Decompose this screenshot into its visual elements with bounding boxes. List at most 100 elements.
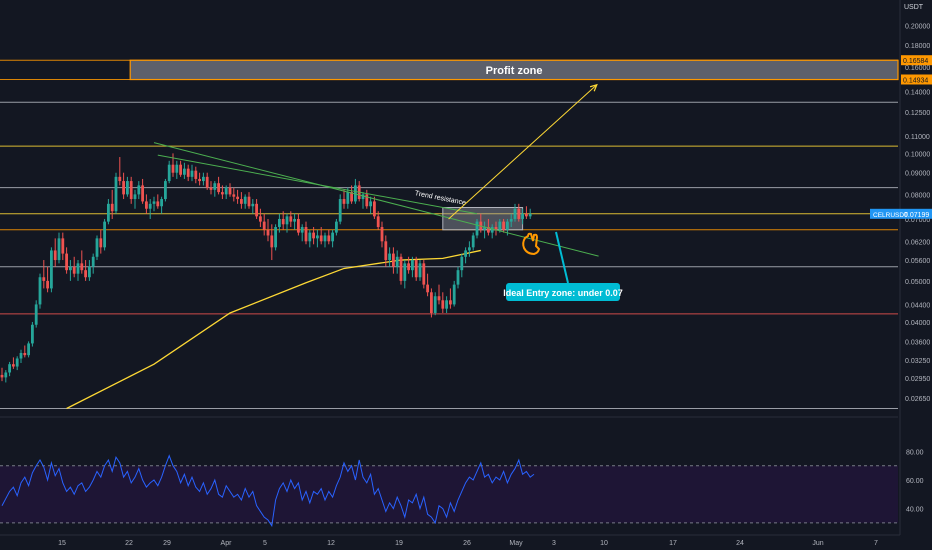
candle-body: [107, 203, 110, 222]
candle-body: [228, 187, 232, 195]
candle-body: [373, 201, 376, 217]
candle-body: [99, 238, 103, 248]
candle-body: [350, 192, 353, 202]
candle-body: [236, 196, 239, 200]
candle-body: [243, 196, 247, 204]
price-tick-label: 0.02950: [905, 376, 930, 383]
candle-body: [471, 235, 475, 248]
candle-body: [528, 213, 532, 217]
candle-body: [198, 178, 201, 182]
price-tick-label: 0.04400: [905, 302, 930, 309]
candle-body: [342, 199, 346, 204]
candle-body: [464, 250, 467, 257]
candle-body: [167, 164, 171, 182]
candle-body: [460, 256, 464, 271]
candle-body: [456, 270, 460, 285]
candle-body: [502, 221, 505, 230]
candle-body: [327, 235, 331, 242]
candle-body: [46, 280, 49, 289]
trendline: [157, 154, 478, 215]
candle-body: [300, 227, 304, 233]
entry-callout-label: Ideal Entry zone: under 0.07: [503, 288, 623, 298]
price-tick-label: 0.10000: [905, 151, 930, 158]
candle-body: [145, 201, 148, 209]
candle-body: [95, 238, 99, 257]
candle-body: [266, 229, 270, 236]
candle-body: [259, 216, 262, 222]
candle-body: [494, 227, 498, 230]
price-tick-label: 0.03250: [905, 358, 930, 365]
rsi-line: [1, 454, 535, 528]
candle-body: [232, 194, 236, 197]
candles: [0, 153, 532, 383]
price-tick-label: 0.05000: [905, 279, 930, 286]
candle-body: [80, 263, 84, 271]
candle-body: [247, 196, 251, 207]
candle-body: [475, 221, 479, 236]
candle-body: [274, 227, 277, 248]
candle-body: [179, 164, 182, 175]
candle-body: [441, 300, 445, 309]
candle-body: [255, 203, 258, 217]
candle-body: [53, 250, 57, 261]
time-tick-label: 15: [58, 540, 66, 547]
price-tick-label: 0.18000: [905, 43, 930, 50]
candle-body: [262, 221, 266, 230]
time-tick-label: 10: [600, 540, 608, 547]
entry-callout-pointer: [555, 231, 569, 284]
candle-body: [487, 227, 490, 233]
profit-zone-box: [129, 59, 899, 81]
candle-body: [186, 168, 190, 177]
candle-body: [160, 199, 163, 207]
candle-body: [346, 192, 350, 204]
candle-body: [34, 304, 38, 325]
candle-body: [42, 277, 46, 281]
projection-arrowhead: [589, 83, 598, 92]
price-tick-label: 0.07000: [905, 217, 930, 224]
candle-body: [414, 260, 418, 278]
price-tick-label: 0.12500: [905, 110, 930, 117]
candle-body: [312, 232, 315, 239]
candle-body: [217, 183, 220, 193]
price-tick-label: 0.14000: [905, 89, 930, 96]
time-tick-label: Apr: [221, 540, 233, 547]
candle-body: [319, 235, 323, 242]
price-tick-label: 0.04000: [905, 320, 930, 327]
candle-body: [452, 284, 456, 305]
price-tick-label: 0.03600: [905, 339, 930, 346]
candle-body: [525, 213, 528, 217]
price-marker-label: 0.14934: [903, 77, 928, 84]
candle-body: [69, 266, 72, 271]
candle-body: [84, 270, 87, 278]
time-tick-label: 29: [163, 540, 171, 547]
current-price-box: [870, 208, 932, 219]
candle-body: [19, 352, 23, 359]
candle-body: [137, 185, 141, 195]
candle-body: [183, 168, 186, 175]
candle-body: [88, 266, 91, 278]
price-tick-label: 0.02650: [905, 396, 930, 403]
candle-body: [31, 324, 34, 344]
candle-body: [61, 238, 65, 254]
candle-body: [8, 364, 11, 373]
rsi-panel: [0, 416, 898, 528]
hand-pointer-icon: [522, 232, 541, 256]
candle-body: [152, 201, 156, 204]
candle-body: [65, 253, 68, 271]
candle-body: [426, 284, 429, 293]
candle-body: [513, 208, 517, 219]
time-tick-label: Jun: [812, 540, 823, 547]
candle-body: [323, 235, 327, 242]
price-tick-label: 0.05600: [905, 258, 930, 265]
currency-label: USDT: [904, 4, 924, 11]
candle-body: [213, 183, 217, 190]
rsi-tick-label: 60.00: [906, 478, 924, 485]
candle-body: [148, 203, 152, 209]
candle-body: [498, 221, 502, 230]
candle-body: [240, 199, 243, 204]
time-tick-label: 22: [125, 540, 133, 547]
candle-body: [57, 238, 61, 261]
candle-body: [376, 216, 380, 228]
